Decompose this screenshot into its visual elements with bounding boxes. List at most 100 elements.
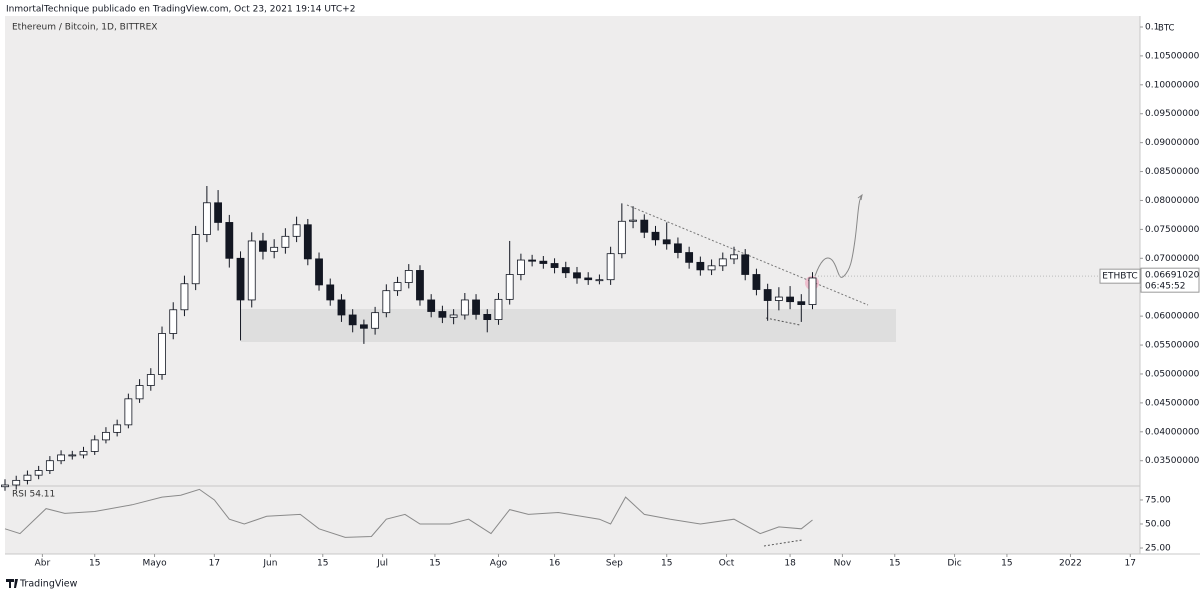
candle-body (505, 274, 514, 300)
candle-body (595, 279, 604, 282)
candle-body (393, 282, 402, 292)
candle-body (292, 224, 301, 237)
candle-body (146, 374, 155, 386)
x-tick-label: 2022 (1059, 559, 1082, 569)
rsi-line (4, 488, 813, 538)
candle-body (158, 333, 166, 375)
symbol: ETHBTC (1102, 272, 1137, 282)
y-tick-label: 0.05000000 (1145, 369, 1200, 379)
candle-body (629, 219, 637, 222)
candle-body (371, 312, 380, 329)
countdown: 06:45:52 (1145, 282, 1185, 292)
last-price-box (1140, 267, 1200, 293)
candle-body (494, 298, 503, 321)
candle-body (718, 258, 727, 267)
y-tick-label: 0.09500000 (1145, 109, 1200, 119)
candles (1, 186, 817, 491)
candle-body (427, 299, 436, 312)
candle-body (528, 259, 537, 262)
candle-body (539, 260, 548, 264)
candle-body (124, 398, 133, 426)
support-zone (241, 309, 896, 342)
candle-body (696, 261, 705, 271)
x-tick-label: Jul (376, 559, 388, 569)
candle-body (202, 202, 211, 235)
candle-body (685, 252, 694, 263)
divergence-line (765, 317, 801, 326)
candle-body (741, 254, 750, 275)
header: InmortalTechnique publicado en TradingVi… (6, 5, 355, 15)
last-price-label: 0.06691020 (1145, 271, 1200, 281)
x-tick-label: 15 (317, 559, 328, 569)
candle-body (763, 289, 772, 301)
candle-body (517, 259, 525, 275)
x-tick-label: Abr (35, 559, 51, 569)
candle-body (12, 479, 21, 486)
candle-body (382, 290, 391, 314)
x-tick-label: 15 (661, 559, 672, 569)
x-tick-label: 15 (429, 559, 440, 569)
plot-bg (5, 16, 1140, 554)
candle-body (191, 234, 200, 285)
candle-body (270, 246, 279, 252)
rsi-tick-label: 50.00 (1145, 519, 1171, 529)
candle-body (214, 202, 222, 223)
y-tick-label: 0.08500000 (1145, 167, 1200, 177)
footer-logo (6, 579, 18, 588)
candle-body (752, 274, 761, 290)
candle-body (337, 299, 346, 316)
symbol-box (1099, 268, 1141, 284)
candle-body (68, 454, 77, 457)
y-tick-label: 0.05500000 (1145, 341, 1200, 351)
x-tick-label: 18 (784, 559, 796, 569)
y-tick-label: 0.06000000 (1145, 312, 1200, 322)
x-tick-label: Oct (719, 559, 735, 569)
x-tick-label: 16 (549, 559, 561, 569)
candle-body (180, 283, 189, 311)
y-tick-label: 0.03500000 (1145, 456, 1200, 466)
candle-body (707, 265, 716, 271)
candle-body (808, 277, 817, 305)
candle-body (483, 313, 492, 321)
rsi-tick-label: 25.00 (1145, 543, 1171, 553)
x-tick-label: Nov (834, 559, 852, 569)
y-tick-label: 0.07500000 (1145, 225, 1200, 235)
y-tick-label: 0.1 (1145, 22, 1159, 32)
candle-body (416, 270, 424, 301)
x-tick-label: Sep (606, 559, 623, 569)
candle-body (113, 424, 122, 433)
candle-body (797, 301, 806, 305)
rsi-tick-label: 75.00 (1145, 495, 1171, 505)
candle-body (606, 253, 615, 281)
x-tick-label: Ago (490, 559, 508, 569)
candle-body (236, 257, 245, 301)
candle-body (640, 219, 649, 233)
x-tick-label: Mayo (142, 559, 167, 569)
candle-body (303, 224, 312, 260)
projection-path (814, 194, 863, 278)
candle-body (169, 309, 178, 334)
projection-arrow (857, 193, 863, 201)
candle-body (247, 240, 256, 301)
candle-body (135, 385, 144, 400)
candle-body (281, 235, 290, 248)
rsi-divergence-line (763, 539, 803, 547)
candle-body (730, 254, 738, 260)
x-tick-label: 17 (1125, 559, 1136, 569)
x-tick-label: 15 (889, 559, 900, 569)
y-tick-label: 0.04000000 (1145, 427, 1200, 437)
candle-body (359, 324, 368, 329)
candle-body (573, 272, 581, 279)
candle-body (315, 258, 323, 286)
rsi-label: RSI 54.11 (12, 490, 55, 500)
candle-body (674, 243, 682, 253)
candle-body (774, 296, 783, 301)
candle-body (786, 296, 794, 303)
y-tick-label: 0.09000000 (1145, 138, 1200, 148)
y-tick-label: 0.04500000 (1145, 398, 1200, 408)
candle-body (561, 267, 570, 274)
candle-body (438, 311, 447, 318)
candle-body (348, 314, 357, 326)
candle-body (45, 460, 54, 471)
